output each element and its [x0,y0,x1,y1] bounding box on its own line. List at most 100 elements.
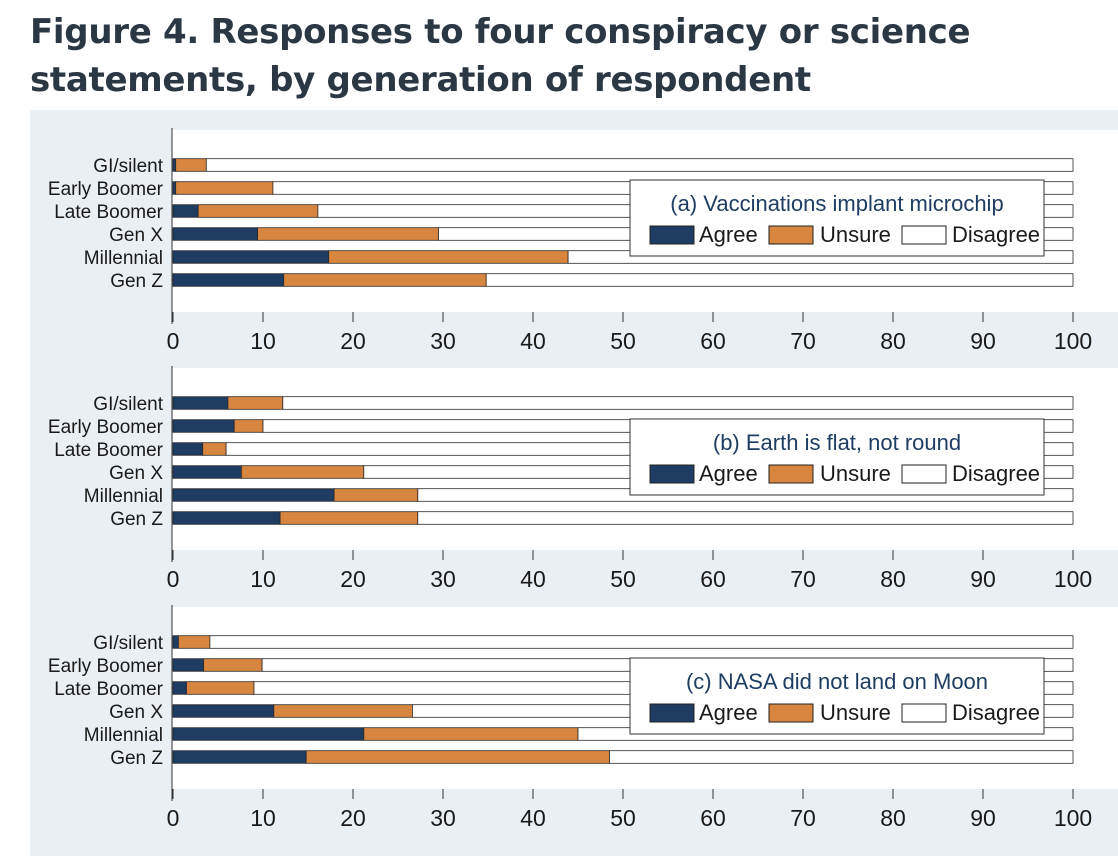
y-tick-label: Gen X [109,225,163,246]
x-tick-label: 80 [880,566,906,592]
bar-disagree-gi-silent [209,635,1074,649]
x-tick-label: 10 [250,566,276,592]
y-tick-label: GI/silent [93,394,163,415]
bar-unsure-gi-silent [175,158,207,172]
y-tick-label: Early Boomer [48,656,164,677]
bar-disagree-gen-z [417,511,1074,525]
y-tick-label: Gen X [109,702,163,723]
x-tick-label: 100 [1054,566,1092,592]
bar-agree-gi-silent [172,635,179,649]
bar-agree-late-boomer [172,442,204,456]
legend-swatch-disagree [901,225,947,245]
bar-unsure-gen-z [305,750,610,764]
bar-agree-late-boomer [172,681,187,695]
x-tick-label: 0 [167,566,180,592]
x-tick-label: 70 [790,805,816,831]
bar-unsure-early-boomer [175,181,274,195]
y-tick-label: GI/silent [93,633,163,654]
y-tick-label: Early Boomer [48,417,164,438]
bar-agree-early-boomer [172,658,205,672]
bar-unsure-millennial [363,727,579,741]
x-tick-label: 30 [430,566,456,592]
bar-agree-gen-x [172,465,242,479]
bar-agree-early-boomer [172,419,235,433]
y-tick-label: Late Boomer [54,440,163,461]
legend-label-disagree: Disagree [952,461,1040,486]
bar-unsure-millennial [328,250,569,264]
x-tick-label: 90 [970,805,996,831]
panel-title: (c) NASA did not land on Moon [686,669,988,694]
legend-label-unsure: Unsure [820,222,891,247]
bar-agree-gi-silent [172,396,229,410]
x-tick-label: 50 [610,805,636,831]
bar-agree-gen-z [172,511,281,525]
x-tick-label: 40 [520,328,546,354]
legend-label-agree: Agree [699,222,758,247]
bar-unsure-millennial [333,488,419,502]
chart-area: GI/silent Early Boomer Late Boomer Gen X Mil… [30,110,1118,856]
legend-swatch-agree [649,703,695,723]
bar-agree-late-boomer [172,204,199,218]
y-tick-label: Millennial [84,725,163,746]
bar-agree-gen-z [172,750,307,764]
x-tick-label: 90 [970,566,996,592]
bar-unsure-gen-z [283,273,487,287]
x-tick-label: 20 [340,328,366,354]
legend-label-unsure: Unsure [820,700,891,725]
bar-unsure-early-boomer [233,419,264,433]
legend-label-disagree: Disagree [952,700,1040,725]
x-tick-label: 20 [340,566,366,592]
x-tick-label: 20 [340,805,366,831]
figure-title: Figure 4. Responses to four conspiracy o… [30,12,971,100]
bar-agree-gen-z [172,273,285,287]
y-tick-label: Millennial [84,248,163,269]
legend-label-agree: Agree [699,700,758,725]
bar-unsure-gen-x [257,227,439,241]
bar-disagree-gen-z [609,750,1074,764]
x-tick-label: 10 [250,805,276,831]
x-tick-label: 100 [1054,328,1092,354]
panel-title: (b) Earth is flat, not round [713,430,961,455]
x-tick-label: 60 [700,566,726,592]
y-tick-label: Gen Z [110,748,163,769]
bar-agree-gi-silent [172,158,177,172]
x-tick-label: 70 [790,566,816,592]
bar-unsure-gen-x [240,465,365,479]
legend-box [629,657,1045,735]
legend-swatch-agree [649,225,695,245]
legend-swatch-unsure [768,225,814,245]
y-tick-label: Late Boomer [54,679,163,700]
bar-agree-gen-x [172,227,258,241]
bar-unsure-gi-silent [227,396,284,410]
bar-disagree-gen-z [485,273,1074,287]
bar-unsure-late-boomer [197,204,319,218]
legend-swatch-disagree [901,703,947,723]
x-tick-label: 80 [880,328,906,354]
x-tick-label: 40 [520,805,546,831]
bar-unsure-gi-silent [177,635,211,649]
x-tick-label: 0 [167,805,180,831]
y-tick-label: Early Boomer [48,179,164,200]
panel-title: (a) Vaccinations implant microchip [670,191,1003,216]
x-tick-label: 80 [880,805,906,831]
legend-swatch-disagree [901,464,947,484]
bar-agree-early-boomer [172,181,177,195]
legend-label-unsure: Unsure [820,461,891,486]
y-tick-label: Gen Z [110,271,163,292]
legend-box [629,179,1045,257]
legend-box [629,418,1045,496]
bar-unsure-late-boomer [202,442,227,456]
x-tick-label: 60 [700,328,726,354]
x-tick-label: 50 [610,328,636,354]
y-tick-label: Late Boomer [54,202,163,223]
legend-label-agree: Agree [699,461,758,486]
bar-unsure-early-boomer [203,658,263,672]
bar-agree-millennial [172,250,330,264]
bar-unsure-gen-x [273,704,413,718]
x-tick-label: 60 [700,805,726,831]
y-tick-label: Gen X [109,463,163,484]
bar-agree-gen-x [172,704,275,718]
